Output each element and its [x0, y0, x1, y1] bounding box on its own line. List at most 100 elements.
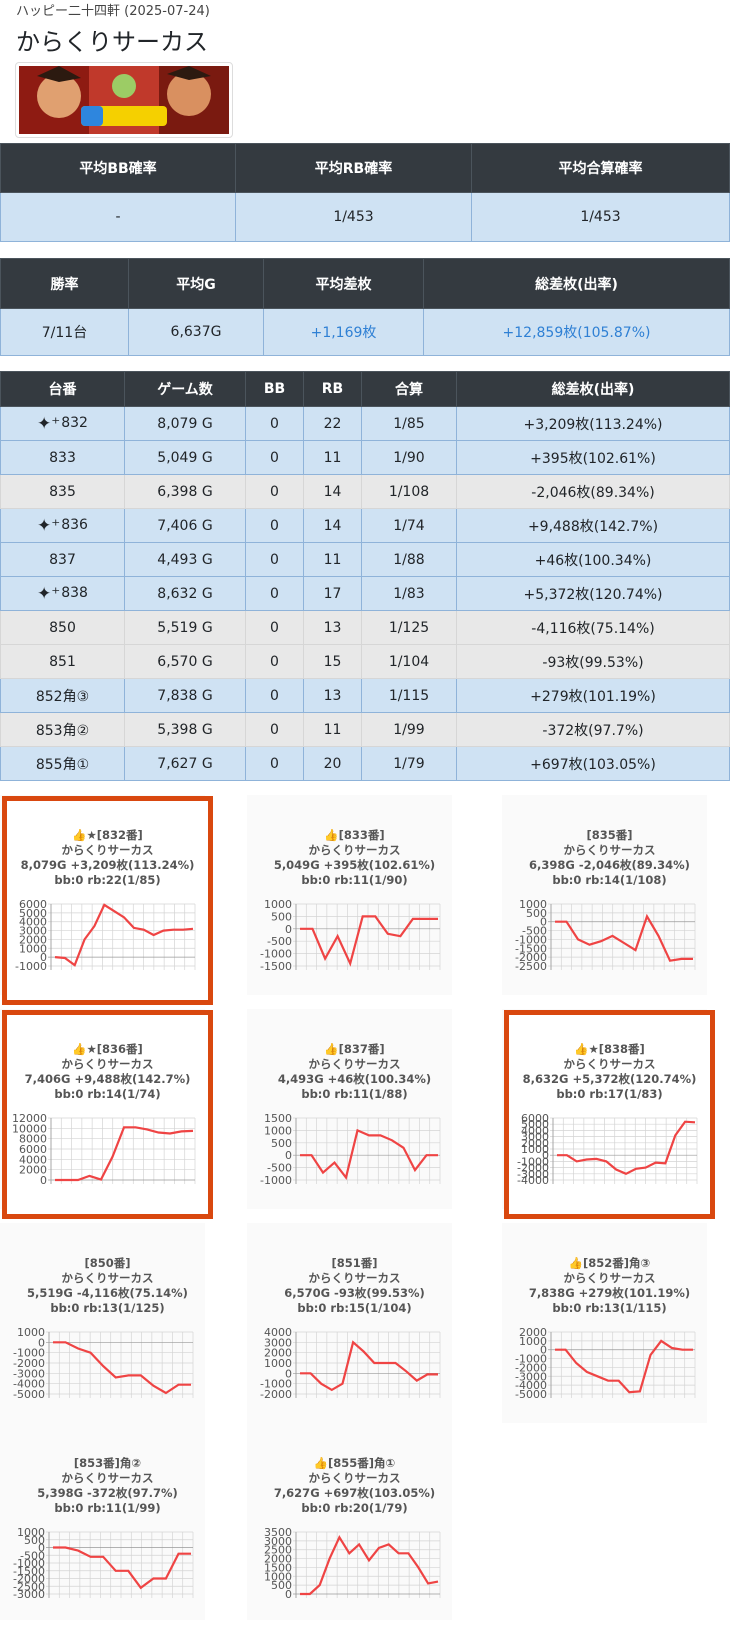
machine-no-cell: ✦⁺836 [0, 508, 125, 543]
chart-title: [835番] [586, 828, 633, 842]
total-diff-value: +12,859枚(105.87%) [423, 308, 730, 356]
rb-cell: 14 [303, 474, 362, 509]
machine-no-cell-text: 835 [49, 483, 76, 500]
header-win-rate: 勝率 [0, 258, 129, 309]
games-cell: 5,519 G [124, 610, 246, 645]
summary-stats-table: 勝率 平均G 平均差枚 総差枚(出率) 7/11台 6,637G +1,169枚… [0, 258, 730, 356]
machine-chart-card[interactable]: [835番] からくりサーカス 6,398G -2,046枚(89.34%) bb:0… [507, 799, 712, 1003]
chart-bonus-info: bb:0 rb:14(1/74) [54, 1087, 161, 1101]
diff-cell: +3,209枚(113.24%) [456, 406, 730, 441]
rb-cell: 13 [303, 678, 362, 713]
bb-cell-text: 0 [270, 483, 279, 500]
diff-cell-text: +46枚(100.34%) [534, 552, 652, 569]
y-tick-label: 0 [40, 951, 47, 964]
chart-title: 👍[833番] [324, 828, 385, 842]
games-cell: 4,493 G [124, 542, 246, 577]
table-row: ✦⁺832 8,079 G 0 22 1/85 +3,209枚(113.24%) [0, 406, 730, 441]
y-tick-label: -2500 [13, 1580, 45, 1593]
chart-title: 👍[837番] [324, 1042, 385, 1056]
y-tick-label: 500 [526, 907, 547, 920]
y-tick-label: 5000 [521, 1118, 549, 1131]
series-line [53, 1546, 191, 1590]
bb-cell: 0 [245, 644, 304, 679]
table-row: ✦⁺838 8,632 G 0 17 1/83 +5,372枚(120.74%) [0, 576, 730, 611]
chart-summary: 7,406G +9,488枚(142.7%) [24, 1072, 191, 1086]
chart-title: [853番]角② [73, 1456, 142, 1470]
table-row: 853角② 5,398 G 0 11 1/99 -372枚(97.7%) [0, 712, 730, 747]
machine-no-cell-text: 833 [49, 449, 76, 466]
machine-chart-card[interactable]: 👍[855番]角① からくりサーカス 7,627G +697枚(103.05%) bb… [252, 1427, 457, 1631]
chart-title: 👍★[838番] [574, 1042, 645, 1056]
table-row: ✦⁺836 7,406 G 0 14 1/74 +9,488枚(142.7%) [0, 508, 730, 543]
summary-rates-table: 平均BB確率 平均RB確率 平均合算確率 - 1/453 1/453 [0, 143, 730, 242]
bb-cell-text: 0 [270, 687, 279, 704]
series-line [55, 1126, 194, 1182]
y-tick-label: -2000 [515, 1361, 547, 1374]
chart-summary: 5,398G -372枚(97.7%) [37, 1486, 178, 1500]
y-tick-label: 0 [542, 1149, 549, 1162]
bb-cell-text: 0 [270, 755, 279, 772]
bb-cell: 0 [245, 610, 304, 645]
header-machine-no: 台番 [0, 371, 125, 407]
machine-chart-card[interactable]: [853番]角② からくりサーカス 5,398G -372枚(97.7%) bb:0 … [5, 1427, 210, 1631]
y-tick-label: -2000 [517, 1162, 549, 1175]
bb-cell-text: 0 [270, 551, 279, 568]
y-tick-label: 3000 [264, 1535, 292, 1548]
y-tick-label: -1000 [515, 1353, 547, 1366]
y-tick-label: -1500 [13, 1565, 45, 1578]
y-tick-label: -3000 [515, 1370, 547, 1383]
games-cell-text: 6,570 G [157, 653, 213, 670]
rb-cell: 13 [303, 610, 362, 645]
machine-chart-card[interactable]: [850番] からくりサーカス 5,519G -4,116枚(75.14%) bb:0… [5, 1227, 210, 1431]
y-tick-label: -1000 [15, 960, 47, 973]
machine-no-cell-text: 853角② [35, 722, 90, 739]
chart-bonus-info: bb:0 rb:11(1/88) [301, 1087, 408, 1101]
rb-cell-text: 20 [323, 755, 342, 772]
header-total: 合算 [361, 371, 457, 407]
chart-title: [850番] [84, 1256, 131, 1270]
y-tick-label: 4000 [264, 1326, 292, 1339]
chart-title: 👍[852番]角③ [568, 1256, 651, 1270]
y-tick-label: 2000 [521, 1137, 549, 1150]
rb-cell: 20 [303, 746, 362, 781]
machine-chart-card[interactable]: [851番] からくりサーカス 6,570G -93枚(99.53%) bb:0 rb… [252, 1227, 457, 1431]
bb-cell: 0 [245, 508, 304, 543]
games-cell-text: 7,838 G [157, 687, 213, 704]
total-cell: 1/85 [361, 406, 457, 441]
machine-chart-card[interactable]: 👍★[838番] からくりサーカス 8,632G +5,372枚(120.74%) b… [504, 1010, 715, 1219]
diff-cell-text: +395枚(102.61%) [530, 450, 656, 467]
machine-chart-card[interactable]: 👍[833番] からくりサーカス 5,049G +395枚(102.61%) bb:0… [252, 799, 457, 1003]
machine-banner-image [15, 62, 233, 138]
y-tick-label: 4000 [521, 1124, 549, 1137]
machine-no-cell-text: 837 [49, 551, 76, 568]
y-tick-label: 500 [24, 1534, 45, 1547]
machine-chart-card[interactable]: 👍★[832番] からくりサーカス 8,079G +3,209枚(113.24%) b… [2, 796, 213, 1005]
y-tick-label: 0 [38, 1542, 45, 1555]
chart-machine-name: からくりサーカス [563, 1271, 656, 1285]
y-tick-label: -4000 [517, 1174, 549, 1187]
series-line [300, 1534, 439, 1596]
avg-total-value: 1/453 [471, 192, 730, 242]
rb-cell-text: 22 [323, 415, 342, 432]
machine-chart-card[interactable]: 👍[852番]角③ からくりサーカス 7,838G +279枚(101.19%) bb… [507, 1227, 712, 1431]
store-date: ハッピー二十四軒 (2025-07-24) [16, 4, 210, 19]
header-games: ゲーム数 [124, 371, 246, 407]
y-tick-label: 3000 [19, 925, 47, 938]
y-tick-label: 1000 [264, 898, 292, 911]
machine-chart-card[interactable]: 👍[837番] からくりサーカス 4,493G +46枚(100.34%) bb:0 … [252, 1013, 457, 1217]
games-cell: 7,627 G [124, 746, 246, 781]
bb-cell: 0 [245, 678, 304, 713]
machine-chart-card[interactable]: 👍★[836番] からくりサーカス 7,406G +9,488枚(142.7%) bb… [2, 1010, 213, 1219]
machine-no-cell-text: 836 [61, 516, 88, 533]
y-tick-label: 3000 [264, 1336, 292, 1349]
y-tick-label: 1500 [264, 1561, 292, 1574]
total-cell-text: 1/88 [393, 551, 425, 568]
machine-no-cell: 855角① [0, 746, 125, 781]
y-tick-label: 0 [38, 1336, 45, 1349]
total-cell-text: 1/125 [388, 619, 430, 636]
machine-no-cell-text: 855角① [35, 756, 90, 773]
diff-cell-text: -372枚(97.7%) [542, 722, 644, 739]
